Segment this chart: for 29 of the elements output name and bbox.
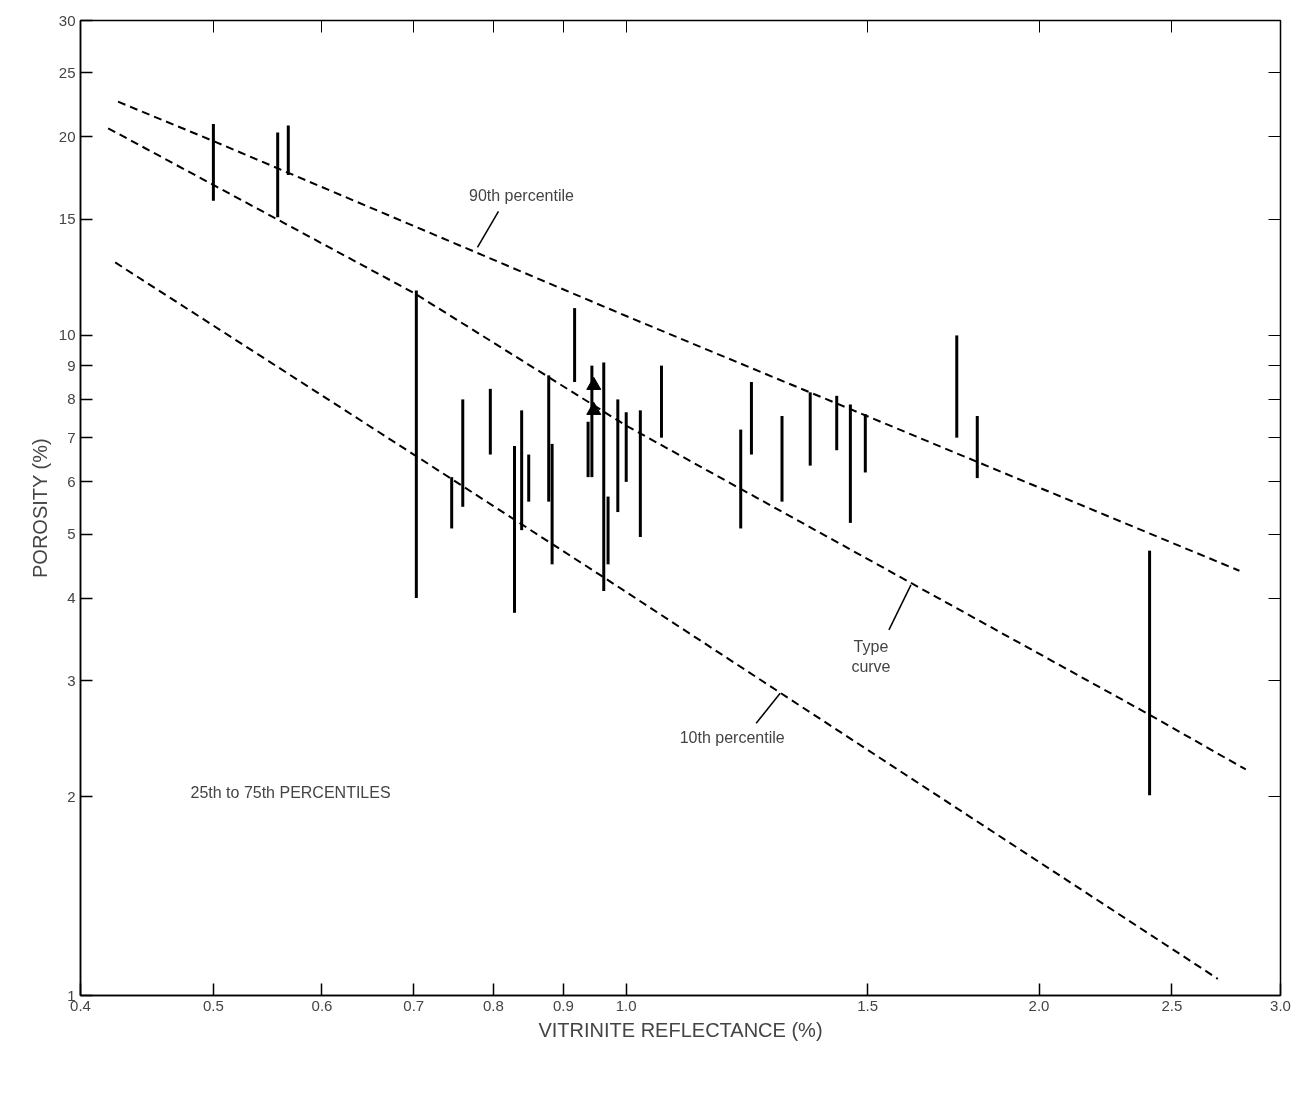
x-tick-label: 0.8 [482, 996, 504, 1014]
annotation: 10th percentile [679, 728, 785, 746]
y-tick-label: 2 [67, 787, 76, 805]
x-tick-label: 1.0 [615, 996, 637, 1014]
x-tick-label: 0.7 [403, 996, 425, 1014]
x-tick-label: 0.6 [311, 996, 333, 1014]
x-tick-label: 2.5 [1161, 996, 1183, 1014]
y-tick-label: 5 [67, 525, 76, 543]
x-axis-title: VITRINITE REFLECTANCE (%) [538, 1018, 823, 1041]
x-tick-label: 1.5 [857, 996, 879, 1014]
y-tick-label: 20 [58, 127, 76, 145]
y-tick-label: 7 [67, 428, 76, 446]
y-tick-label: 3 [67, 671, 76, 689]
x-tick-label: 0.9 [553, 996, 574, 1014]
annotation: 25th to 75th PERCENTILES [190, 783, 391, 801]
y-tick-label: 8 [67, 390, 76, 408]
y-tick-label: 25 [58, 63, 76, 81]
y-tick-label: 10 [58, 326, 76, 344]
y-tick-label: 30 [58, 11, 76, 29]
y-tick-label: 15 [58, 210, 76, 228]
annotation: 90th percentile [468, 186, 575, 204]
x-tick-label: 0.5 [202, 996, 224, 1014]
x-tick-label: 3.0 [1270, 996, 1291, 1014]
y-axis-title: POROSITY (%) [28, 438, 51, 578]
x-tick-label: 2.0 [1028, 996, 1050, 1014]
y-tick-label: 9 [67, 356, 76, 374]
y-tick-label: 6 [67, 472, 76, 490]
y-tick-label: 4 [67, 589, 76, 607]
annotation: Type curve [851, 638, 891, 676]
